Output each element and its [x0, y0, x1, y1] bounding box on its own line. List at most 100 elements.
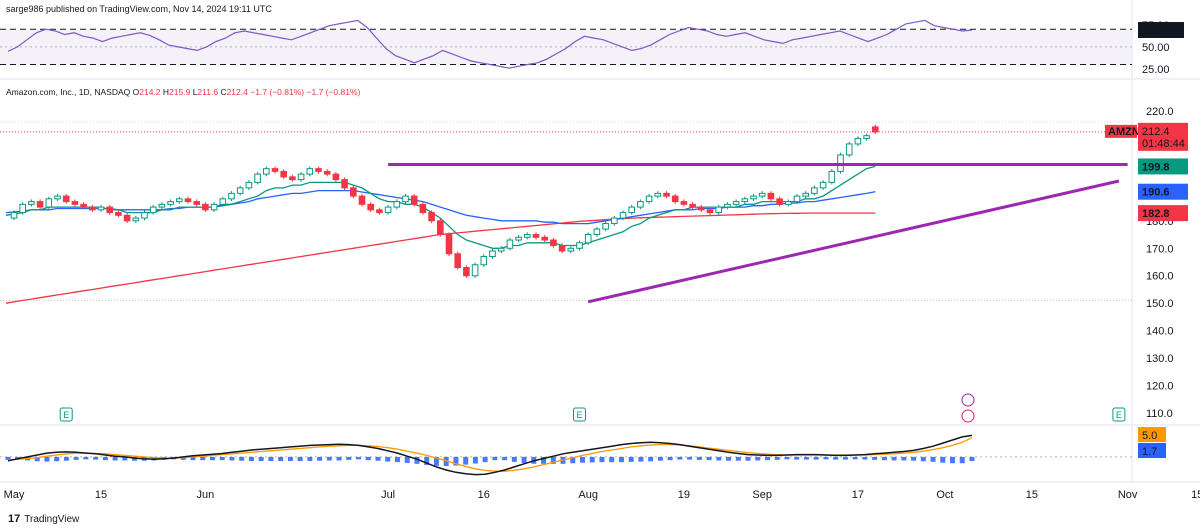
macd-hist-bar: [803, 456, 809, 460]
candle: [732, 199, 740, 207]
macd-hist-bar: [209, 456, 215, 461]
candle-body: [785, 201, 792, 205]
candle: [802, 191, 810, 199]
candle-body: [306, 168, 314, 175]
ema-value-label: 190.6: [1142, 187, 1170, 199]
macd-hist-bar: [54, 456, 60, 462]
candle: [358, 193, 366, 207]
macd-hist-bar: [180, 456, 186, 460]
earnings-box: [1112, 407, 1126, 422]
candle: [393, 199, 401, 210]
candle-body: [123, 214, 131, 222]
candle: [315, 166, 322, 174]
candle: [202, 202, 209, 213]
candle-body: [854, 137, 862, 145]
macd-hist-bar: [589, 456, 595, 463]
candle-body: [45, 198, 53, 208]
macd-hist-bar: [511, 456, 517, 462]
macd-hist-bar: [881, 456, 887, 461]
macd-hist-bar: [239, 456, 245, 461]
candle: [497, 246, 505, 254]
ticker-label: AMZN: [1108, 126, 1140, 138]
candle: [724, 202, 731, 210]
candle: [428, 210, 435, 224]
candle-body: [19, 203, 26, 214]
candle: [593, 226, 601, 237]
candle: [306, 166, 314, 177]
earnings-marker: E: [59, 407, 73, 422]
candle-body: [872, 126, 879, 133]
candle-body: [106, 206, 114, 214]
macd-hist-bar: [404, 456, 410, 463]
candle-body: [332, 173, 340, 181]
macd-hist-bar: [940, 456, 946, 463]
candle: [245, 180, 253, 191]
x-tick-label: Nov: [1118, 489, 1138, 501]
candle-body: [845, 143, 853, 156]
candle: [236, 185, 244, 196]
candle: [828, 169, 836, 185]
candle-body: [228, 192, 235, 200]
lightning-icon: [961, 409, 975, 423]
candle-body: [280, 170, 287, 178]
macd-hist-bar: [385, 456, 391, 462]
candle-body: [419, 203, 427, 214]
macd-hist-bar: [356, 456, 362, 460]
candle-body: [541, 236, 549, 241]
macd-hist-bar: [628, 456, 634, 462]
candle-body: [263, 168, 270, 175]
candle: [167, 199, 174, 207]
candle-body: [254, 173, 261, 183]
macd-hist-bar: [901, 456, 907, 461]
candle: [698, 204, 705, 213]
candle: [567, 246, 575, 254]
candle-body: [584, 234, 592, 244]
macd-hist-bar: [823, 456, 829, 460]
macd-hist-bar: [735, 456, 741, 461]
candle: [410, 193, 418, 207]
candle: [550, 237, 557, 248]
candle-body: [593, 228, 601, 236]
macd-hist-bar: [278, 456, 284, 462]
x-tick-label: Oct: [936, 489, 953, 501]
macd-hist-bar: [472, 456, 478, 464]
macd-hist-bar: [638, 456, 644, 462]
candle-body: [115, 212, 122, 216]
instrument-legend: Amazon.com, Inc., 1D, NASDAQ O214.2 H215…: [6, 87, 360, 97]
earnings-marker: E: [573, 407, 586, 422]
candle: [454, 251, 461, 270]
candle-body: [28, 201, 35, 205]
x-tick-label: Jun: [197, 489, 215, 501]
candle: [54, 193, 61, 202]
x-tick-label: Jul: [381, 489, 395, 501]
close-label: C: [220, 87, 227, 97]
candle: [480, 254, 488, 267]
macd-hist-bar: [950, 456, 956, 464]
candle-body: [289, 176, 296, 181]
earnings-label: E: [576, 410, 582, 420]
candle: [776, 196, 783, 207]
candle-body: [236, 187, 244, 194]
candle-body: [828, 170, 836, 183]
candle-body: [350, 187, 357, 197]
candle: [785, 199, 792, 207]
candle: [10, 210, 18, 221]
macd-hist-bar: [453, 456, 459, 466]
candle-body: [497, 247, 505, 252]
candle: [402, 193, 409, 204]
candle-body: [245, 181, 253, 189]
macd-hist-bar: [550, 456, 556, 464]
candle-body: [393, 201, 401, 208]
candle: [80, 202, 87, 210]
x-tick-label: May: [4, 489, 25, 501]
candle: [254, 171, 261, 185]
earnings-label: E: [1116, 410, 1122, 420]
candle-body: [167, 201, 174, 205]
candle-body: [410, 195, 418, 205]
macd-hist-bar: [618, 456, 624, 463]
candle: [611, 215, 618, 226]
candle: [750, 193, 757, 202]
macd-hist-bar: [716, 456, 722, 461]
candle-body: [706, 209, 714, 214]
